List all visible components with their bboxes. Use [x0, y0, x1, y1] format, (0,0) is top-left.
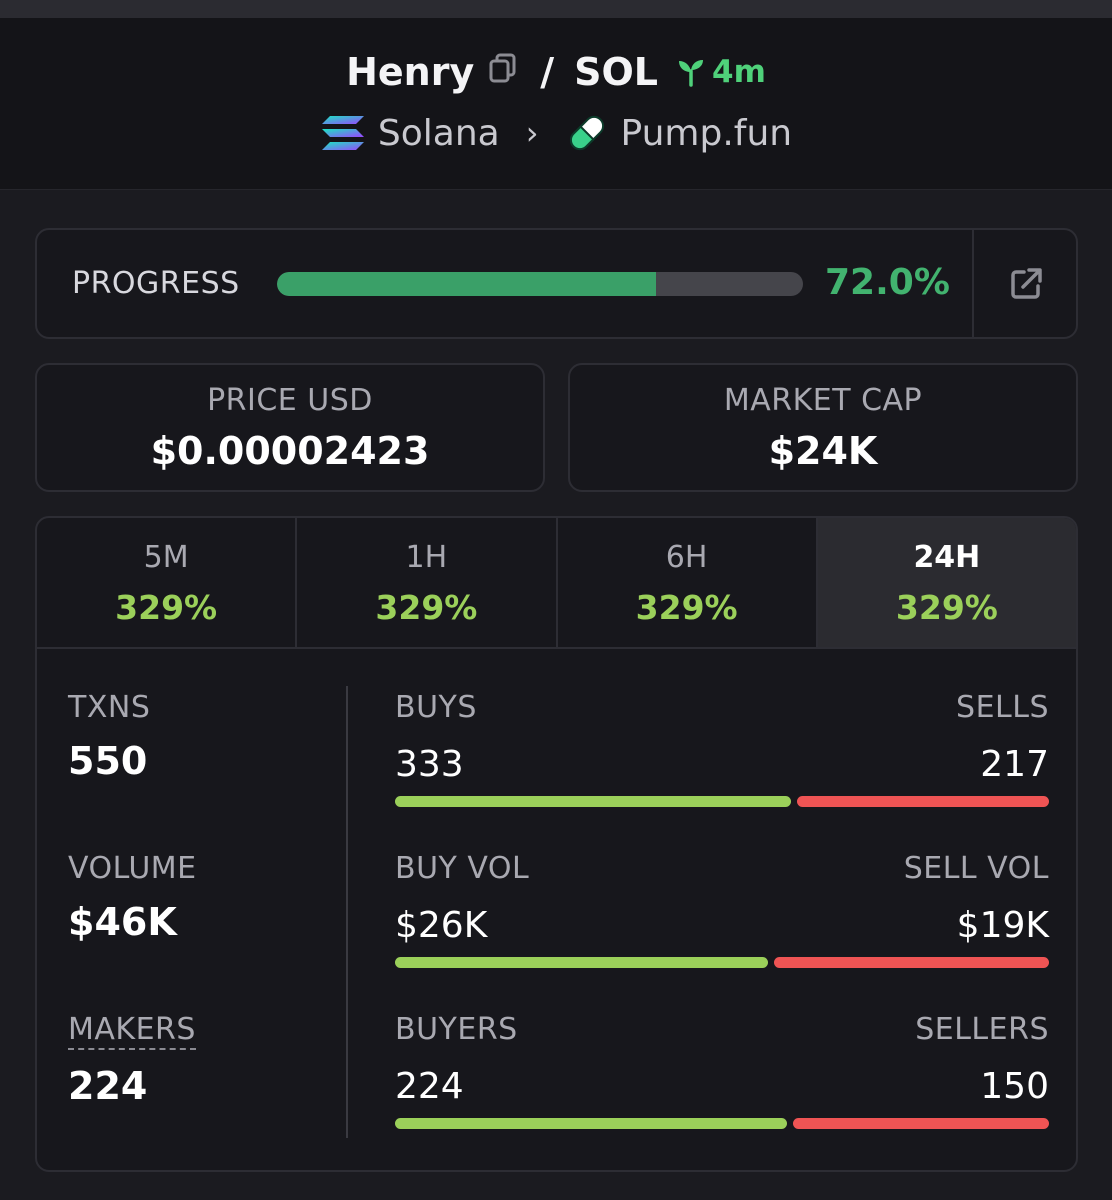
sells-label: SELLS — [956, 690, 1049, 725]
solana-logo-icon — [321, 116, 364, 150]
buys-sells-ratio-bar — [395, 796, 1049, 807]
pair-separator: / — [540, 50, 555, 94]
dex-name[interactable]: Pump.fun — [620, 112, 793, 154]
pair-header: Henry / SOL 4m — [0, 18, 1112, 190]
external-link-icon — [1011, 267, 1042, 299]
price-usd-value: $0.00002423 — [150, 429, 430, 473]
tab-label: 5M — [143, 540, 189, 575]
buy-vol-label: BUY VOL — [395, 851, 530, 886]
top-strip — [0, 0, 1112, 18]
tab-1h[interactable]: 1H 329% — [297, 518, 558, 647]
price-usd-card: PRICE USD $0.00002423 — [35, 363, 545, 492]
market-cap-card: MARKET CAP $24K — [568, 363, 1078, 492]
buys-value: 333 — [395, 744, 464, 785]
buyers-sellers-split: BUYERS SELLERS 224 150 — [395, 1012, 1049, 1142]
progress-bar — [277, 272, 803, 296]
bonding-progress-card: PROGRESS 72.0% — [35, 228, 1078, 339]
sell-ratio-bar — [793, 1118, 1049, 1129]
makers-metric: MAKERS 224 — [68, 1012, 328, 1108]
buy-ratio-bar — [395, 957, 768, 968]
txns-label: TXNS — [68, 690, 151, 725]
tab-label: 6H — [665, 540, 708, 575]
chain-breadcrumb: Solana › Pump.fun — [0, 110, 1112, 156]
txns-value: 550 — [68, 739, 148, 783]
tab-label: 1H — [405, 540, 448, 575]
tab-24h[interactable]: 24H 329% — [817, 518, 1076, 647]
external-link-button[interactable] — [974, 230, 1078, 337]
progress-percent: 72.0% — [825, 262, 950, 303]
pill-icon — [569, 115, 604, 151]
sell-ratio-bar — [773, 957, 1049, 968]
tab-change: 329% — [895, 588, 998, 627]
tab-6h[interactable]: 6H 329% — [558, 518, 818, 647]
sell-ratio-bar — [796, 796, 1049, 807]
token-name[interactable]: Henry — [346, 50, 475, 94]
sellers-label: SELLERS — [915, 1012, 1049, 1047]
tab-change: 329% — [375, 588, 478, 627]
txns-metric: TXNS 550 — [68, 690, 328, 783]
tab-5m[interactable]: 5M 329% — [37, 518, 298, 647]
sellers-value: 150 — [980, 1066, 1049, 1107]
timeframe-tabs: 5M 329% 1H 329% 6H 329% 24H 329% — [37, 518, 1076, 649]
divider — [972, 230, 974, 337]
pair-title: Henry / SOL 4m — [0, 48, 1112, 96]
pair-age: 4m — [676, 54, 766, 90]
sell-vol-label: SELL VOL — [903, 851, 1049, 886]
tab-change: 329% — [635, 588, 738, 627]
tab-label: 24H — [913, 540, 981, 575]
market-cap-value: $24K — [768, 429, 878, 473]
column-divider — [346, 686, 348, 1138]
copy-icon[interactable] — [488, 50, 520, 94]
buy-ratio-bar — [395, 1118, 788, 1129]
market-cap-label: MARKET CAP — [723, 383, 923, 418]
price-usd-label: PRICE USD — [207, 383, 373, 418]
sell-vol-value: $19K — [956, 905, 1049, 946]
makers-label[interactable]: MAKERS — [68, 1012, 196, 1050]
seedling-icon — [679, 60, 704, 87]
quote-token: SOL — [574, 50, 659, 94]
buyers-label: BUYERS — [395, 1012, 518, 1047]
progress-bar-fill — [277, 272, 656, 296]
buy-sell-volume-ratio-bar — [395, 957, 1049, 968]
buy-sell-volume-split: BUY VOL SELL VOL $26K $19K — [395, 851, 1049, 981]
volume-value: $46K — [68, 900, 177, 944]
age-text: 4m — [712, 54, 766, 90]
tab-change: 329% — [115, 588, 218, 627]
buy-ratio-bar — [395, 796, 791, 807]
buyers-sellers-ratio-bar — [395, 1118, 1049, 1129]
buy-vol-value: $26K — [395, 905, 488, 946]
buys-sells-split: BUYS SELLS 333 217 — [395, 690, 1049, 820]
volume-metric: VOLUME $46K — [68, 851, 328, 944]
txn-stats-card: 5M 329% 1H 329% 6H 329% 24H 329% TXNS 55… — [35, 516, 1078, 1172]
makers-value: 224 — [68, 1064, 148, 1108]
progress-label: PROGRESS — [72, 266, 240, 301]
sells-value: 217 — [980, 744, 1049, 785]
buyers-value: 224 — [395, 1066, 464, 1107]
volume-label: VOLUME — [68, 851, 197, 886]
chevron-right-icon: › — [525, 114, 539, 152]
chain-name[interactable]: Solana — [377, 112, 500, 154]
buys-label: BUYS — [395, 690, 477, 725]
